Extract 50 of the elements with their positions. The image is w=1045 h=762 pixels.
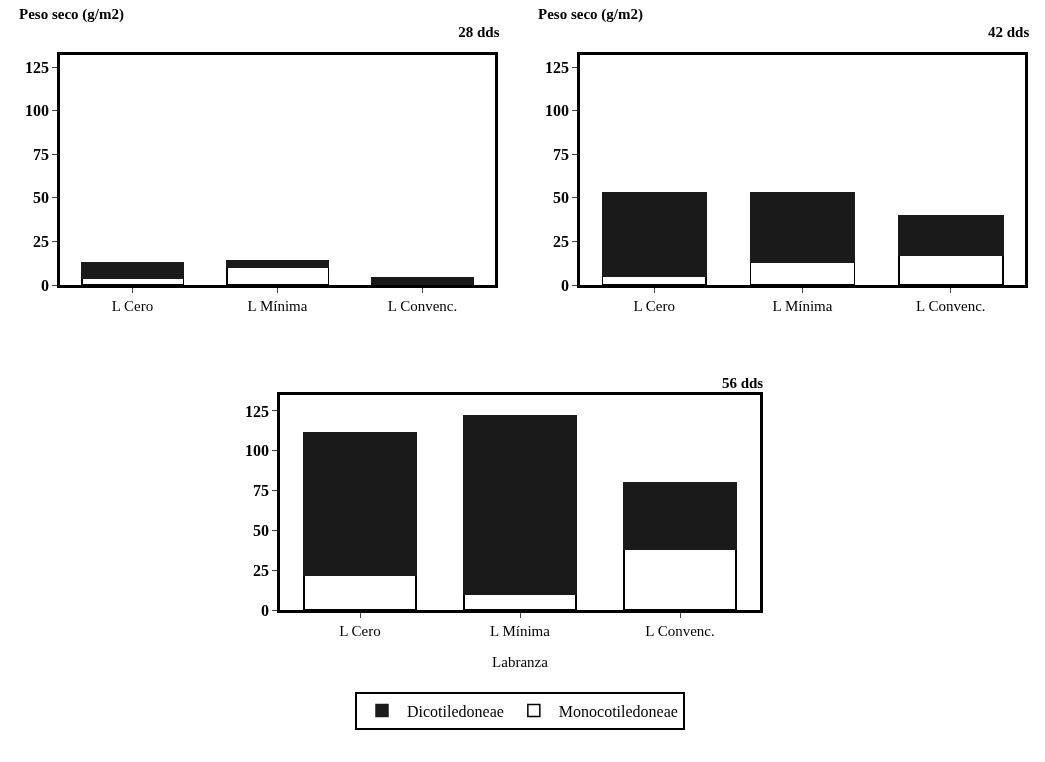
bar	[303, 432, 417, 576]
y-tick-label: 50	[253, 521, 270, 539]
bar	[463, 593, 577, 610]
x-tick-label: L Convenc.	[387, 297, 458, 314]
x-axis-title: Labranza	[492, 653, 549, 670]
bar	[601, 191, 707, 278]
y-tick-label: 125	[245, 402, 270, 420]
y-tick-label: 50	[33, 189, 50, 207]
y-tick-label: 25	[253, 561, 270, 579]
bar	[898, 254, 1004, 285]
x-tick-label: L Mínima	[247, 297, 308, 314]
y-tick-label: 75	[253, 482, 270, 500]
y-tick-label: 125	[545, 58, 570, 76]
bar	[898, 214, 1004, 257]
bar	[81, 261, 184, 279]
y-tick-label: 100	[245, 442, 270, 460]
x-tick-label: L Convenc.	[916, 297, 986, 314]
y-axis-title: Peso seco (g/m2)	[19, 6, 124, 23]
x-tick-label: L Convenc.	[645, 622, 715, 639]
bar	[226, 266, 329, 285]
chart-title: 56 dds	[721, 375, 764, 391]
bar	[226, 259, 329, 269]
x-tick-label: L Cero	[633, 297, 675, 314]
bar	[303, 574, 417, 610]
bar	[623, 548, 737, 610]
bar	[623, 481, 737, 551]
bar	[749, 191, 856, 264]
bar	[463, 414, 577, 595]
y-tick-label: 100	[545, 102, 570, 120]
x-tick-label: L Cero	[339, 622, 381, 639]
bar	[749, 261, 856, 285]
y-tick-label: 50	[553, 189, 570, 207]
y-tick-label: 0	[41, 276, 50, 294]
x-tick-label: L Mínima	[490, 622, 551, 639]
y-tick-label: 125	[25, 58, 50, 76]
y-axis-title: Peso seco (g/m2)	[538, 6, 643, 23]
y-tick-label: 75	[33, 145, 50, 163]
y-tick-label: 0	[561, 276, 570, 294]
y-tick-label: 75	[553, 145, 570, 163]
legend-label: Dicotiledoneae	[407, 702, 504, 720]
chart-title: 28 dds	[458, 23, 500, 40]
chart-title: 42 dds	[987, 23, 1030, 40]
y-tick-label: 0	[261, 601, 270, 619]
y-tick-label: 25	[33, 233, 50, 251]
y-tick-label: 100	[25, 102, 50, 120]
x-tick-label: L Mínima	[772, 297, 833, 314]
y-tick-label: 25	[553, 233, 570, 251]
x-tick-label: L Cero	[111, 297, 154, 314]
legend-label: Monocotiledoneae	[558, 702, 678, 720]
bar	[371, 277, 474, 285]
